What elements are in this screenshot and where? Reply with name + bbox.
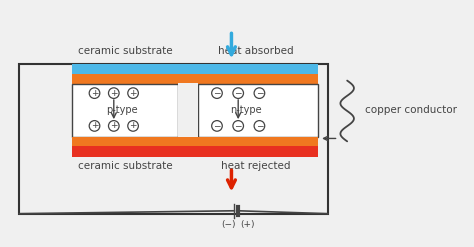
Text: −: − <box>213 122 221 130</box>
Bar <box>19 64 328 214</box>
Text: p-type: p-type <box>106 104 137 115</box>
Text: +: + <box>91 122 98 130</box>
Bar <box>178 83 198 138</box>
Text: copper conductor: copper conductor <box>365 105 456 116</box>
Text: +: + <box>110 89 118 98</box>
Bar <box>73 74 318 84</box>
Bar <box>73 84 178 137</box>
Text: +: + <box>129 122 137 130</box>
Bar <box>73 146 318 157</box>
Text: −: − <box>255 89 263 98</box>
Text: heat absorbed: heat absorbed <box>218 46 293 57</box>
Text: −: − <box>235 89 242 98</box>
Bar <box>198 84 318 137</box>
Bar <box>73 64 318 74</box>
Bar <box>73 137 318 146</box>
Text: ceramic substrate: ceramic substrate <box>78 161 173 171</box>
Text: (+): (+) <box>241 220 255 229</box>
Text: (−): (−) <box>221 220 236 229</box>
Text: +: + <box>91 89 98 98</box>
Text: −: − <box>235 122 242 130</box>
Text: +: + <box>110 122 118 130</box>
Text: −: − <box>213 89 221 98</box>
Text: heat rejected: heat rejected <box>221 161 290 171</box>
Text: ceramic substrate: ceramic substrate <box>78 46 173 57</box>
Text: n-type: n-type <box>230 104 262 115</box>
Text: +: + <box>129 89 137 98</box>
Text: −: − <box>255 122 263 130</box>
